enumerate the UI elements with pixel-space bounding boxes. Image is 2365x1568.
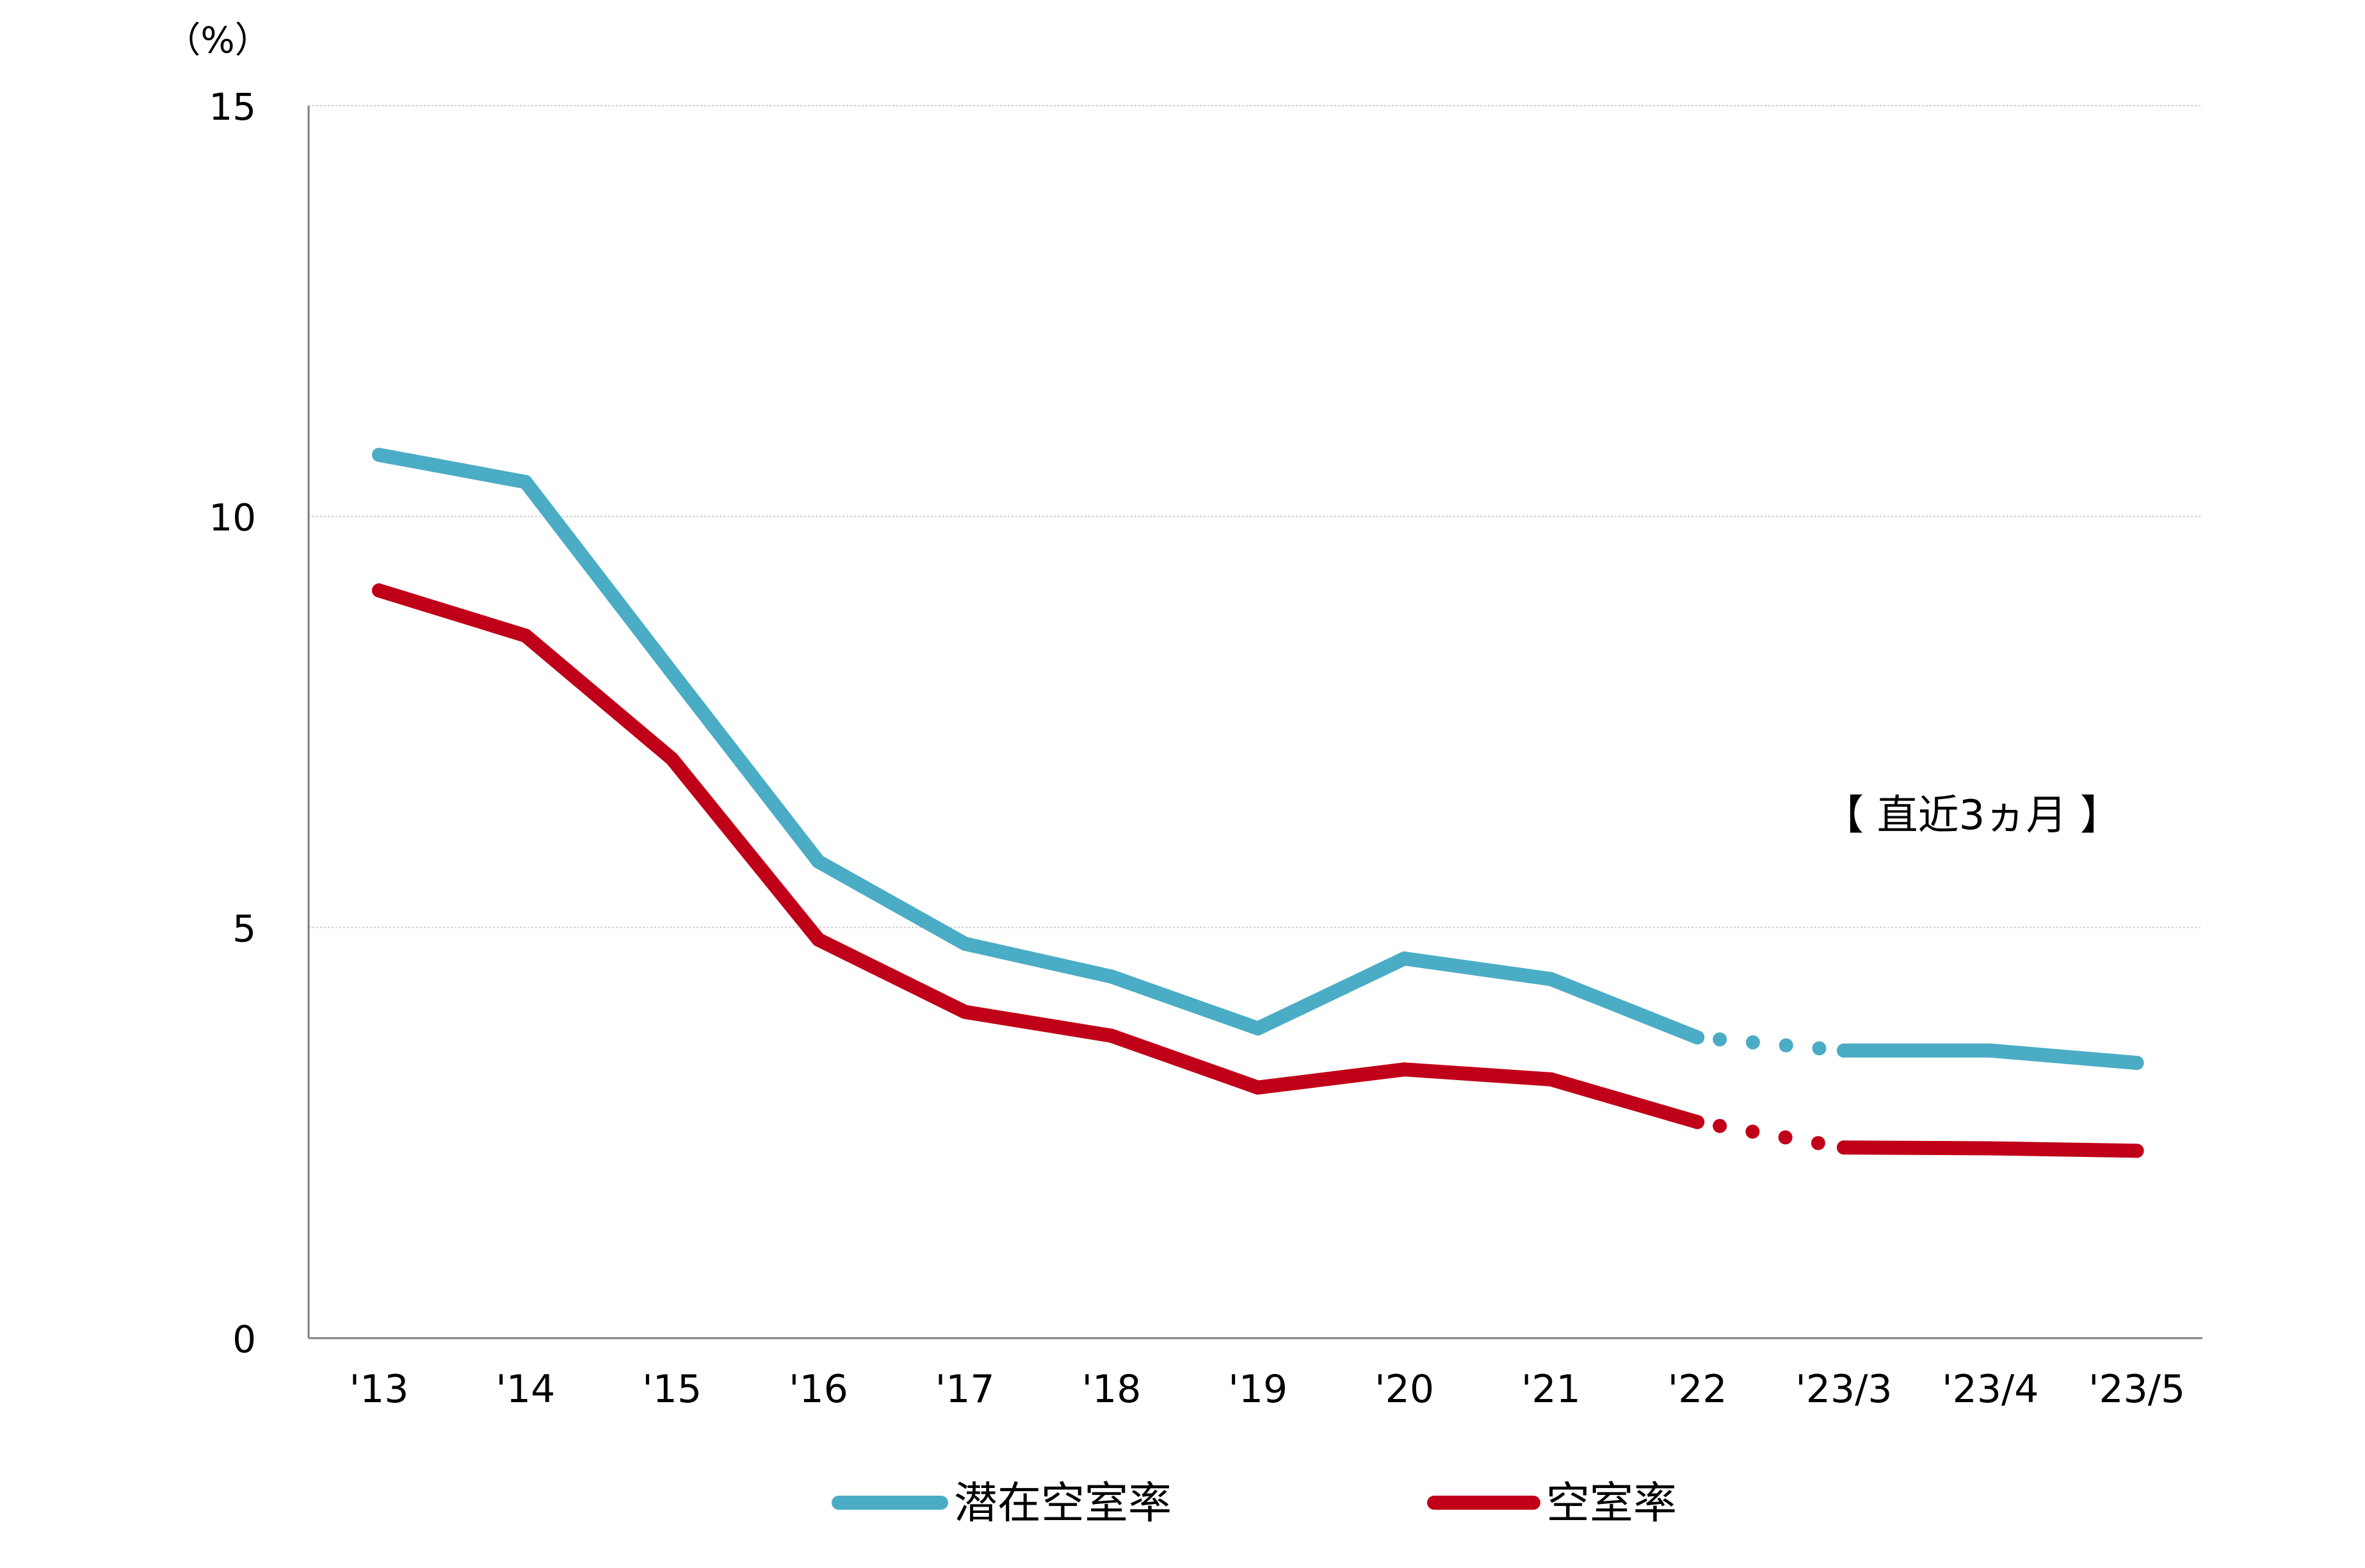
series-2-point (1104, 1028, 1118, 1043)
x-tick-label: '17 (935, 1367, 995, 1412)
legend-label-2: 空室率 (1546, 1478, 1677, 1529)
x-tick-label: '15 (642, 1367, 702, 1412)
x-tick-label: '16 (789, 1367, 848, 1412)
x-tick-label: '20 (1375, 1367, 1434, 1412)
series-2-point (1837, 1140, 1851, 1155)
series-2-point (2129, 1144, 2144, 1158)
series-2-point (811, 932, 826, 947)
x-tick-label: '22 (1668, 1367, 1727, 1412)
series-1-point (518, 474, 533, 489)
x-tick-label: '23/5 (2088, 1367, 2185, 1412)
y-tick-label-5: 5 (232, 907, 256, 950)
series-2-point (518, 628, 533, 643)
series-1-point (1837, 1043, 1851, 1058)
series-line-2-annual (372, 583, 1705, 1129)
series-1-point (372, 448, 386, 462)
x-tick-label: '13 (350, 1367, 409, 1412)
series-2-point (1250, 1080, 1265, 1095)
series-1-point (2129, 1056, 2144, 1071)
series-2-point (372, 583, 386, 598)
series-line-2-gap (1713, 1119, 1851, 1155)
series-2-point (958, 1005, 973, 1019)
series-line-1-gap (1713, 1032, 1851, 1058)
series-1-point (1397, 951, 1412, 966)
series-2-point (1690, 1115, 1705, 1129)
legend-label-1: 潜在空室率 (954, 1478, 1172, 1529)
series-2-point (1544, 1072, 1558, 1087)
x-tick-label: '23/3 (1795, 1367, 1892, 1412)
annotation-recent-months: 【 直近3ヵ月 】 (1823, 792, 2120, 839)
series-1-point (1983, 1043, 1998, 1058)
y-axis-unit: （%） (165, 20, 270, 61)
series-1-point (665, 665, 679, 680)
series-1-point (1104, 969, 1118, 984)
series-1-point (1690, 1030, 1705, 1045)
series-1-point (958, 937, 973, 951)
y-tick-label-15: 15 (209, 85, 256, 129)
series-2-point (1983, 1141, 1998, 1156)
series-1-point (811, 854, 826, 869)
series-2-point (665, 752, 679, 766)
x-tick-label: '14 (496, 1367, 555, 1412)
series-2-point (1397, 1062, 1412, 1077)
y-tick-label-0: 0 (232, 1318, 256, 1361)
series-1-point (1250, 1021, 1265, 1036)
x-tick-label: '19 (1228, 1367, 1287, 1412)
x-tick-label: '18 (1082, 1367, 1142, 1412)
x-tick-label: '21 (1521, 1367, 1581, 1412)
y-tick-label-10: 10 (209, 496, 256, 540)
x-tick-label: '23/4 (1942, 1367, 2038, 1412)
series-line-1-annual (372, 448, 1705, 1045)
series-1-point (1544, 972, 1558, 987)
